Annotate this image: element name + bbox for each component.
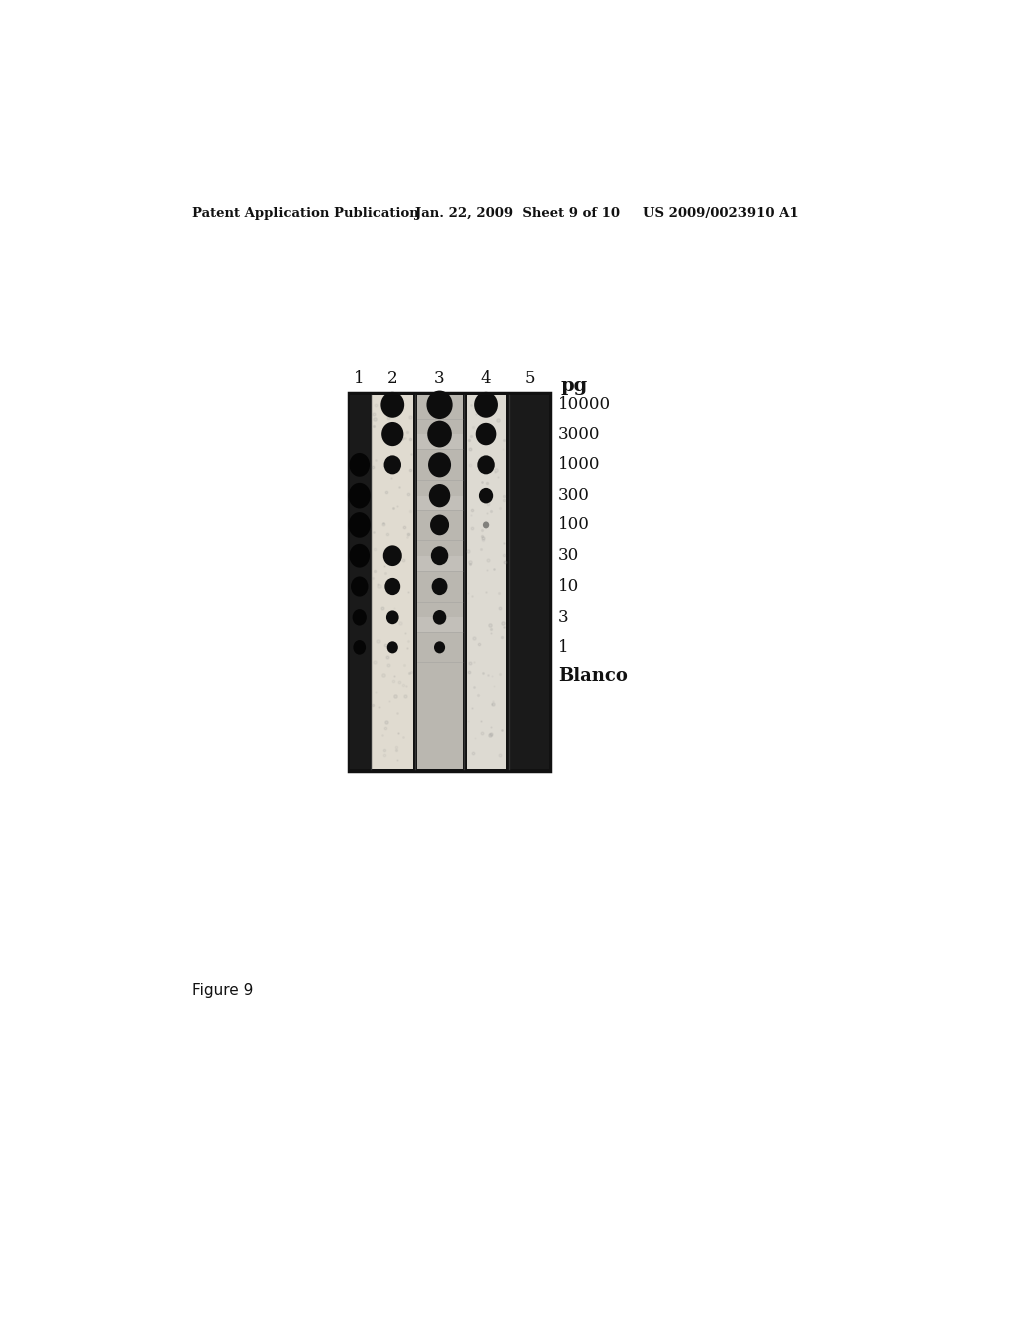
Bar	[350, 395, 370, 768]
Ellipse shape	[384, 455, 401, 474]
Bar	[417, 496, 463, 511]
Text: 1: 1	[354, 370, 365, 387]
Text: Blanco: Blanco	[558, 667, 628, 685]
Bar	[417, 395, 463, 768]
Text: 1000: 1000	[558, 457, 601, 474]
Text: 3: 3	[434, 370, 444, 387]
Text: 30: 30	[558, 548, 580, 564]
Text: 2: 2	[387, 370, 397, 387]
Ellipse shape	[380, 392, 404, 417]
Ellipse shape	[426, 391, 453, 418]
Bar	[349, 393, 550, 771]
Ellipse shape	[387, 642, 398, 653]
Text: 4: 4	[480, 370, 492, 387]
Ellipse shape	[386, 610, 398, 624]
Ellipse shape	[429, 484, 451, 507]
Text: 10000: 10000	[558, 396, 611, 413]
Bar	[417, 434, 463, 449]
Bar	[467, 395, 506, 768]
Ellipse shape	[433, 610, 446, 624]
Ellipse shape	[384, 578, 400, 595]
Bar	[417, 618, 463, 632]
Text: 5: 5	[524, 370, 535, 387]
Ellipse shape	[431, 546, 449, 565]
Ellipse shape	[434, 642, 445, 653]
Ellipse shape	[349, 453, 370, 477]
Ellipse shape	[427, 421, 452, 447]
Text: 10: 10	[558, 578, 580, 595]
Text: Jan. 22, 2009  Sheet 9 of 10: Jan. 22, 2009 Sheet 9 of 10	[415, 207, 620, 220]
Ellipse shape	[483, 521, 489, 528]
Text: US 2009/0023910 A1: US 2009/0023910 A1	[643, 207, 799, 220]
Ellipse shape	[348, 512, 371, 537]
Ellipse shape	[474, 392, 498, 417]
Text: 300: 300	[558, 487, 590, 504]
Text: Patent Application Publication: Patent Application Publication	[191, 207, 418, 220]
Ellipse shape	[431, 578, 447, 595]
Bar	[510, 395, 549, 768]
Text: 3000: 3000	[558, 425, 601, 442]
Ellipse shape	[348, 483, 371, 508]
Bar	[372, 395, 414, 768]
Ellipse shape	[349, 544, 370, 568]
Ellipse shape	[353, 640, 366, 655]
Ellipse shape	[430, 515, 450, 536]
Text: 1: 1	[558, 639, 568, 656]
Ellipse shape	[428, 453, 451, 478]
Text: pg: pg	[560, 378, 588, 395]
Ellipse shape	[351, 577, 369, 597]
Ellipse shape	[477, 455, 495, 474]
Text: 100: 100	[558, 516, 590, 533]
Text: 3: 3	[558, 609, 568, 626]
Ellipse shape	[476, 422, 497, 445]
Ellipse shape	[381, 422, 403, 446]
Ellipse shape	[383, 545, 401, 566]
Text: Figure 9: Figure 9	[191, 982, 253, 998]
Ellipse shape	[479, 488, 494, 503]
Bar	[417, 556, 463, 572]
Ellipse shape	[352, 609, 367, 626]
